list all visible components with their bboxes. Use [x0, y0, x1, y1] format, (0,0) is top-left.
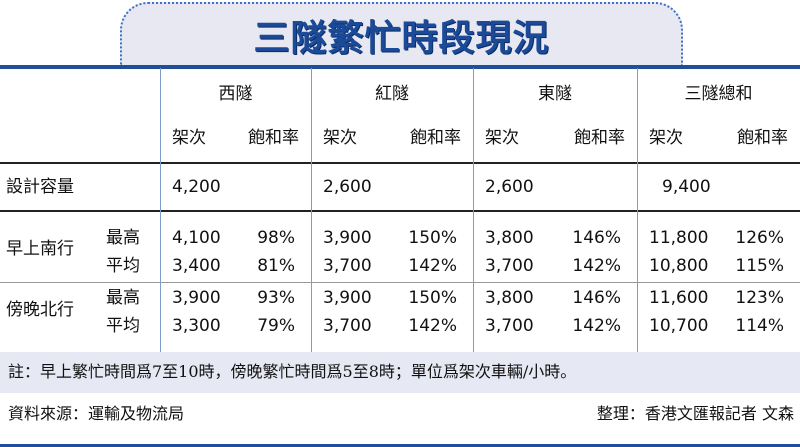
subheader-saturation: 飽和率	[410, 128, 461, 148]
trips-value: 10,800	[649, 256, 709, 276]
saturation-value: 142%	[572, 316, 621, 336]
subheader-saturation: 飽和率	[574, 128, 625, 148]
saturation-value: 150%	[408, 288, 457, 308]
trips-value: 3,700	[485, 316, 534, 336]
saturation-value: 98%	[257, 228, 295, 248]
trips-value: 3,800	[485, 288, 534, 308]
column-divider	[473, 68, 474, 352]
saturation-value: 81%	[257, 256, 295, 276]
group-rule	[0, 282, 800, 283]
trips-value: 3,300	[172, 316, 221, 336]
title-panel: 三隧繁忙時段現況	[120, 2, 683, 66]
capacity-rule	[0, 210, 800, 212]
trips-value: 3,700	[323, 316, 372, 336]
trips-value: 3,800	[485, 228, 534, 248]
column-divider	[637, 68, 638, 352]
saturation-value: 146%	[572, 288, 621, 308]
capacity-value: 9,400	[662, 177, 711, 197]
bottom-rule	[0, 444, 800, 447]
saturation-value: 150%	[408, 228, 457, 248]
trips-value: 3,700	[485, 256, 534, 276]
column-divider	[311, 68, 312, 352]
column-header: 東隧	[538, 84, 572, 104]
trips-value: 3,900	[323, 288, 372, 308]
subheader-trips: 架次	[485, 128, 519, 148]
credit-text: 整理：香港文匯報記者 文森	[596, 404, 794, 423]
trips-value: 11,800	[649, 228, 709, 248]
subheader-saturation: 飽和率	[248, 128, 299, 148]
column-divider	[160, 68, 161, 352]
saturation-value: 142%	[408, 316, 457, 336]
trips-value: 10,700	[649, 316, 709, 336]
subheader-trips: 架次	[323, 128, 357, 148]
capacity-value: 2,600	[485, 177, 534, 197]
capacity-value: 4,200	[172, 177, 221, 197]
trips-value: 3,900	[172, 288, 221, 308]
trips-value: 3,700	[323, 256, 372, 276]
note-band: 註：早上繁忙時間爲7至10時，傍晚繁忙時間爲5至8時；單位爲架次車輛/小時。	[0, 352, 800, 393]
saturation-value: 79%	[257, 316, 295, 336]
row-group-label: 早上南行	[6, 239, 74, 259]
row-label-capacity: 設計容量	[6, 177, 74, 197]
page-title: 三隧繁忙時段現況	[253, 17, 550, 59]
saturation-value: 142%	[408, 256, 457, 276]
trips-value: 4,100	[172, 228, 221, 248]
subheader-saturation: 飽和率	[737, 128, 788, 148]
row-label: 最高	[106, 228, 140, 248]
row-group-label: 傍晚北行	[6, 300, 74, 320]
column-header: 紅隧	[375, 84, 409, 104]
header-rule	[0, 162, 800, 164]
trips-value: 11,600	[649, 288, 709, 308]
source-text: 資料來源：運輸及物流局	[8, 404, 185, 423]
column-header: 三隧總和	[684, 84, 753, 104]
saturation-value: 126%	[735, 228, 784, 248]
column-header: 西隧	[218, 84, 253, 104]
row-label: 平均	[106, 256, 140, 276]
capacity-value: 2,600	[323, 177, 372, 197]
top-rule	[0, 65, 800, 69]
saturation-value: 114%	[735, 316, 784, 336]
subheader-trips: 架次	[649, 128, 683, 148]
trips-value: 3,400	[172, 256, 221, 276]
note-text: 註：早上繁忙時間爲7至10時，傍晚繁忙時間爲5至8時；單位爲架次車輛/小時。	[8, 362, 577, 381]
saturation-value: 142%	[572, 256, 621, 276]
row-label: 最高	[106, 288, 140, 308]
saturation-value: 93%	[257, 288, 295, 308]
row-label: 平均	[106, 316, 140, 336]
saturation-value: 123%	[735, 288, 784, 308]
saturation-value: 115%	[735, 256, 784, 276]
saturation-value: 146%	[572, 228, 621, 248]
subheader-trips: 架次	[172, 128, 206, 148]
trips-value: 3,900	[323, 228, 372, 248]
